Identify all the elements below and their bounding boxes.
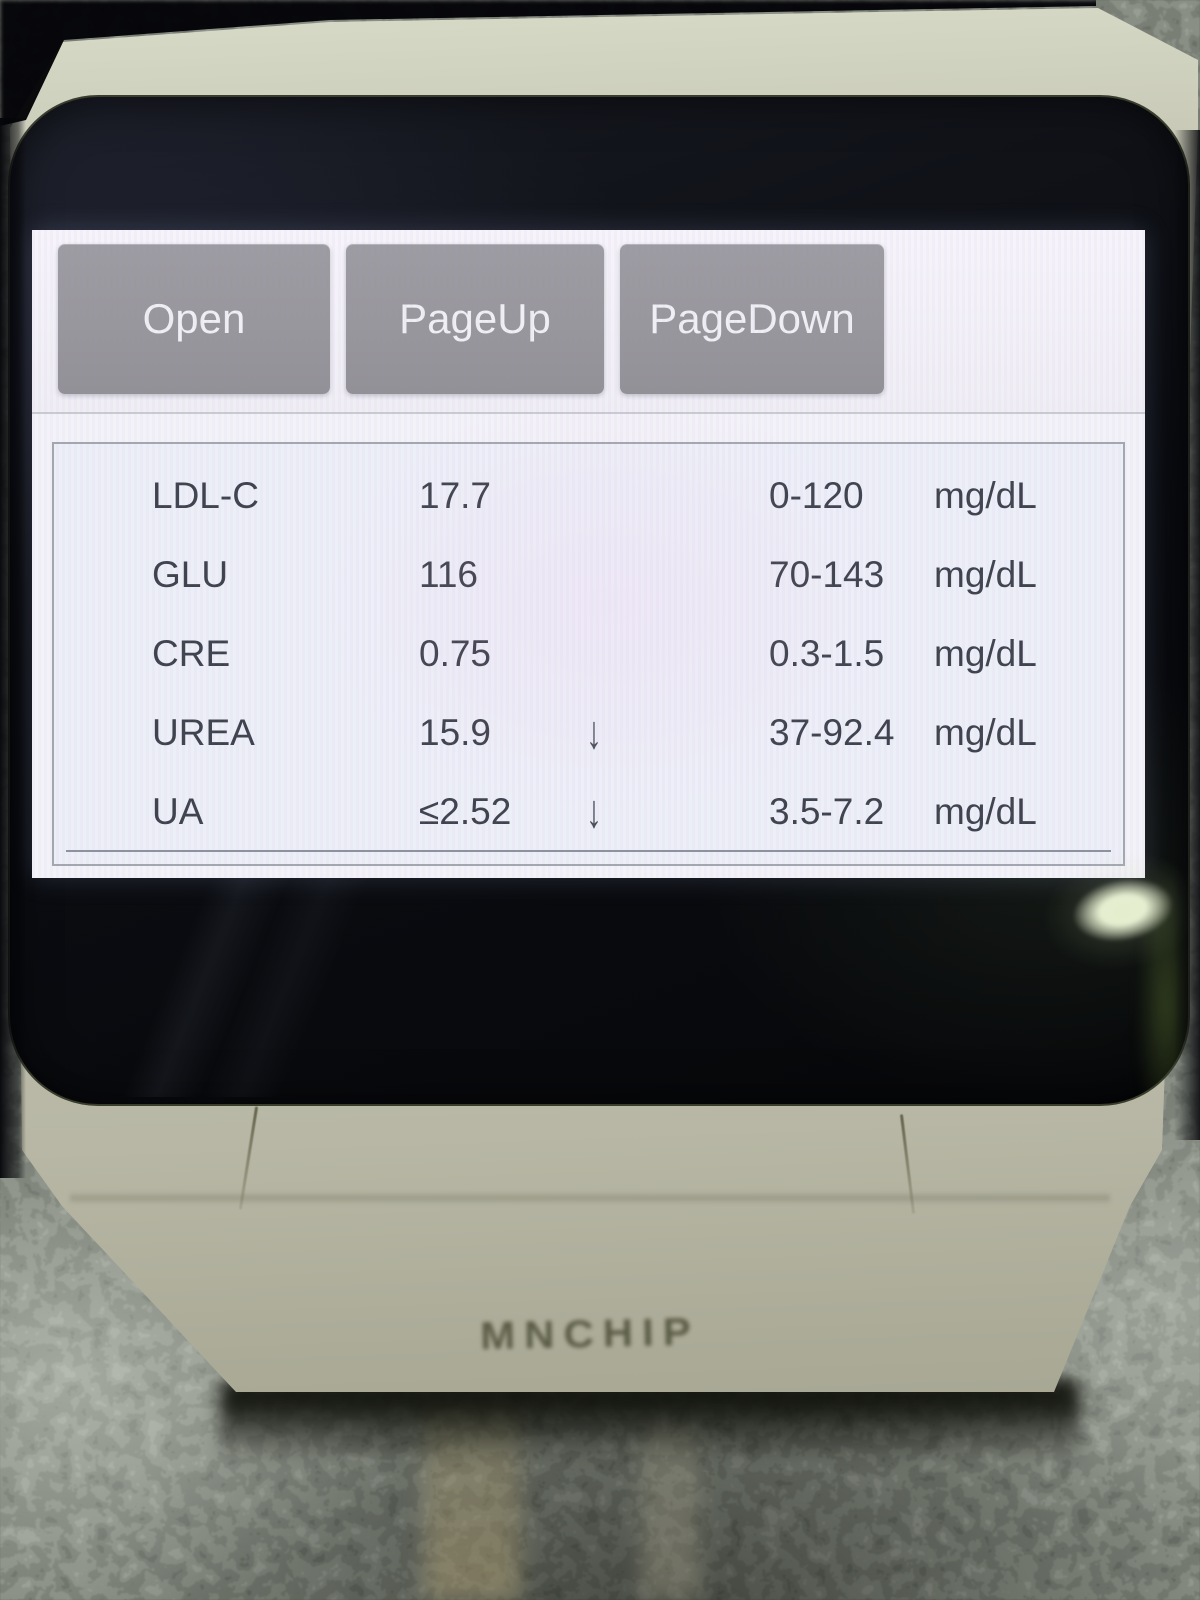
test-name: CRE <box>152 632 231 674</box>
test-value: 0.75 <box>419 632 492 674</box>
test-name: LDL-C <box>152 474 259 516</box>
unit-label: mg/dL <box>934 790 1037 832</box>
toolbar: Open PageUp PageDown <box>32 230 1145 414</box>
test-name: UREA <box>152 711 255 753</box>
screen-glass: Open PageUp PageDown LDL-C 17.7 0-120 mg… <box>8 95 1190 1106</box>
reference-range: 70-143 <box>769 553 885 595</box>
test-value: 15.9 <box>419 711 492 753</box>
reference-range: 3.5-7.2 <box>769 790 885 832</box>
background-shadow-left <box>0 118 26 1178</box>
reference-range: 37-92.4 <box>769 711 895 753</box>
unit-label: mg/dL <box>934 553 1037 595</box>
test-value: 116 <box>419 553 478 595</box>
table-row: GLU 116 70-143 mg/dL <box>54 535 1123 614</box>
table-row: UREA 15.9 ↓ 37-92.4 mg/dL <box>54 693 1123 772</box>
low-flag-arrow-icon: ↓ <box>586 706 602 758</box>
test-name: UA <box>152 790 204 832</box>
reference-range: 0-120 <box>769 474 864 516</box>
pageup-button[interactable]: PageUp <box>346 244 604 394</box>
unit-label: mg/dL <box>934 711 1037 753</box>
brand-logo: MNCHIP <box>479 1309 701 1358</box>
unit-label: mg/dL <box>934 632 1037 674</box>
test-name: GLU <box>152 553 229 595</box>
front-panel-seam <box>70 1192 1110 1204</box>
pagedown-button[interactable]: PageDown <box>620 244 884 394</box>
background-shadow-right <box>1174 130 1200 1140</box>
display-screen: Open PageUp PageDown LDL-C 17.7 0-120 mg… <box>32 230 1145 878</box>
low-flag-arrow-icon: ↓ <box>586 785 602 837</box>
table-bottom-rule <box>66 850 1111 852</box>
table-row: LDL-C 17.7 0-120 mg/dL <box>54 456 1123 535</box>
test-value: 17.7 <box>419 474 492 516</box>
table-row: UA ≤2.52 ↓ 3.5-7.2 mg/dL <box>54 772 1123 851</box>
results-table: LDL-C 17.7 0-120 mg/dL GLU 116 70-143 mg… <box>52 442 1125 866</box>
table-row: CRE 0.75 0.3-1.5 mg/dL <box>54 614 1123 693</box>
reference-range: 0.3-1.5 <box>769 632 885 674</box>
light-reflection-spot <box>1067 870 1179 950</box>
unit-label: mg/dL <box>934 474 1037 516</box>
test-value: ≤2.52 <box>419 790 512 832</box>
open-button[interactable]: Open <box>58 244 330 394</box>
